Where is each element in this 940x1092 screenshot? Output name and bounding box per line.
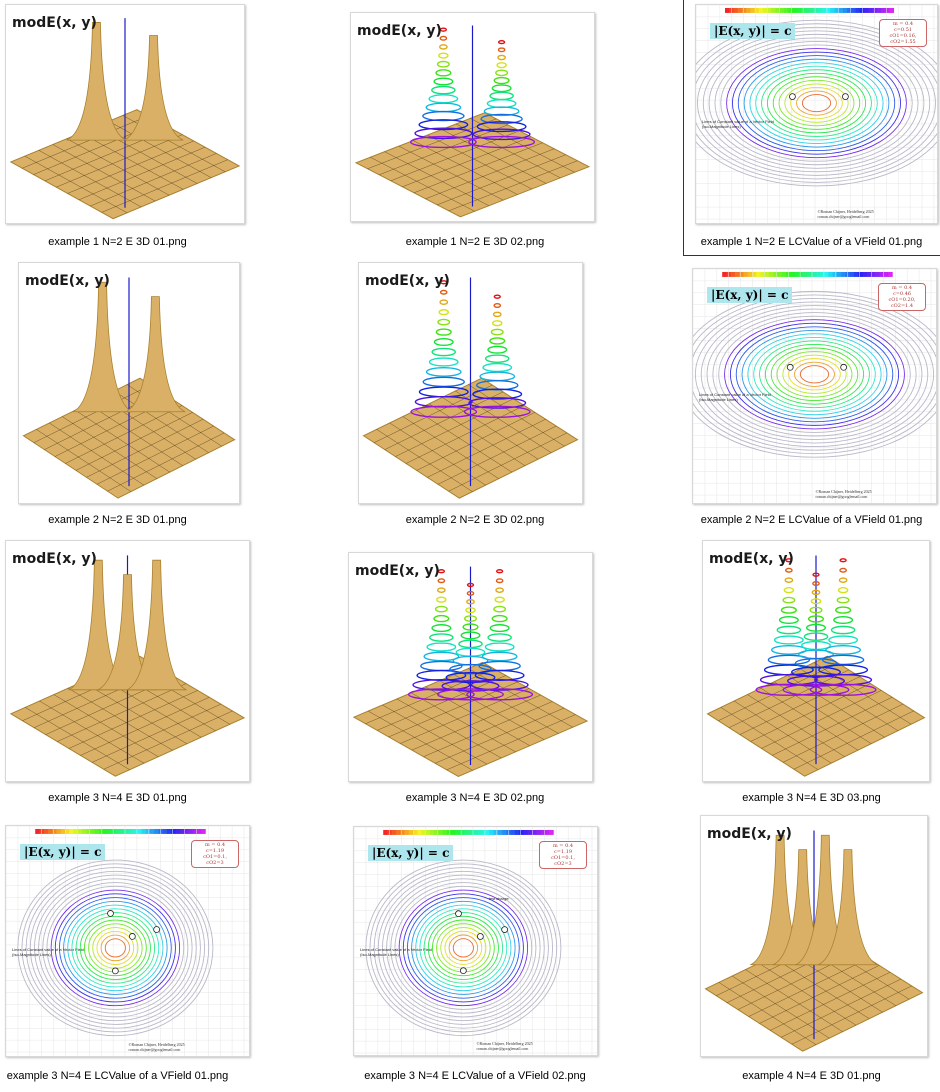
plot-title: modE(x, y) — [707, 826, 792, 842]
charge-marker — [786, 363, 794, 371]
surface-plot — [9, 555, 246, 777]
thumbnail-image[interactable]: modE(x, y) — [348, 552, 593, 782]
charge-marker — [111, 967, 119, 975]
parameter-c: c=1.19 cO1=0.1, cO2=3 — [551, 849, 575, 867]
charge-marker — [789, 93, 796, 100]
charge-marker — [459, 967, 467, 975]
lines-note: Lines of Constant value of a Vector Fiel… — [12, 946, 84, 957]
parameter-m: m = 0.4 — [891, 285, 913, 291]
surface-plot — [706, 555, 926, 777]
surface-peak — [123, 35, 184, 141]
surface-plot — [352, 566, 589, 777]
file-name-label[interactable]: example 3 N=4 E LCValue of a VField 01.p… — [6, 1070, 229, 1082]
surface-peak — [125, 296, 186, 413]
thumbnail-image[interactable]: |E(x, y)| = c m = 0.4 c=0.51 cO1=0.16, cO2… — [695, 4, 938, 224]
surface-plot — [354, 25, 591, 218]
plot-title: |E(x, y)| = c — [707, 287, 793, 303]
file-name-label[interactable]: example 2 N=2 E LCValue of a VField 01.p… — [700, 514, 923, 526]
file-name-label[interactable]: example 4 N=4 E 3D 01.png — [742, 1070, 881, 1082]
surface-peak — [126, 559, 187, 691]
parameter-c: c=0.51 cO1=0.16, cO2=1.55 — [889, 27, 917, 45]
file-name-label[interactable]: example 3 N=4 E 3D 03.png — [742, 792, 881, 804]
lines-note: Lines of Constant value of a Vector Fiel… — [360, 946, 432, 957]
plot-title: modE(x, y) — [365, 273, 450, 289]
parameter-box: m = 0.4 c=1.19 cO1=0.1, cO2=3 — [539, 841, 587, 869]
file-name-label[interactable]: example 1 N=2 E 3D 02.png — [405, 236, 545, 248]
parameter-box: m = 0.4 c=0.46 cO1=0.20, cO2=1.4 — [878, 283, 926, 311]
thumbnail-image[interactable]: |E(x, y)| = c m = 0.4 c=1.19 cO1=0.1, cO2=… — [5, 825, 250, 1057]
plot-title: modE(x, y) — [12, 15, 97, 31]
parameter-m: m = 0.4 — [892, 21, 914, 27]
parameter-c: c=0.46 cO1=0.20, cO2=1.4 — [888, 291, 916, 309]
plot-title: modE(x, y) — [355, 563, 440, 579]
file-name-label[interactable]: example 3 N=4 E 3D 02.png — [405, 792, 545, 804]
thumbnail-image[interactable]: modE(x, y) — [5, 4, 245, 224]
thumbnail-image[interactable]: modE(x, y) — [18, 262, 240, 504]
plot-title: |E(x, y)| = c — [20, 844, 106, 860]
surface-plot — [704, 830, 924, 1052]
contour-plot — [6, 826, 249, 1056]
thumbnail-image[interactable]: |E(x, y)| = c m = 0.4 c=1.19 cO1=0.1, cO2=… — [353, 826, 598, 1056]
file-name-label[interactable]: example 2 N=2 E 3D 02.png — [405, 514, 545, 526]
thumbnail-image[interactable]: |E(x, y)| = c m = 0.4 c=0.46 cO1=0.20, cO2… — [692, 268, 937, 504]
credit: ©Roman Chijner, Heidelberg 2025 roman.ch… — [815, 489, 872, 499]
surface-plot — [22, 277, 236, 499]
surface-peak — [818, 849, 878, 966]
credit: ©Roman Chijner, Heidelberg 2025 roman.ch… — [128, 1042, 185, 1052]
surface-peak — [66, 22, 127, 141]
thumbnail-image[interactable]: modE(x, y) — [700, 815, 928, 1057]
plot-title: modE(x, y) — [357, 23, 442, 39]
file-name-label[interactable]: example 1 N=2 E 3D 01.png — [48, 236, 187, 248]
contour-plot — [354, 827, 597, 1055]
lines-note: Lines of Constant value of a Vector Fiel… — [699, 391, 771, 402]
thumbnail-image[interactable]: modE(x, y) — [702, 540, 930, 782]
charge-marker — [128, 933, 136, 940]
test-charge-label: test charge — [488, 896, 509, 901]
charge-marker — [842, 93, 849, 100]
charge-marker — [501, 926, 509, 933]
plot-title: modE(x, y) — [12, 551, 97, 567]
charge-marker — [153, 926, 161, 933]
plot-title: modE(x, y) — [25, 273, 110, 289]
charge-marker — [476, 933, 484, 940]
plot-title: |E(x, y)| = c — [368, 845, 454, 861]
charge-marker — [107, 910, 114, 917]
credit: ©Roman Chijner, Heidelberg 2025 roman.ch… — [476, 1041, 533, 1051]
thumbnail-image[interactable]: modE(x, y) — [350, 12, 595, 222]
contour-plot — [693, 269, 936, 503]
file-name-label[interactable]: example 2 N=2 E 3D 01.png — [48, 514, 187, 526]
surface-plot — [9, 18, 241, 220]
thumbnail-image[interactable]: modE(x, y) — [5, 540, 250, 782]
surface-plot — [362, 277, 579, 499]
plot-title: |E(x, y)| = c — [710, 23, 796, 39]
parameter-c: c=1.19 cO1=0.1, cO2=3 — [203, 848, 227, 866]
contour-plot — [696, 5, 937, 223]
thumbnail-image[interactable]: modE(x, y) — [358, 262, 583, 504]
plot-title: modE(x, y) — [709, 551, 794, 567]
surface-peak — [72, 281, 133, 413]
file-name-label[interactable]: example 3 N=4 E 3D 01.png — [48, 792, 187, 804]
parameter-m: m = 0.4 — [204, 842, 226, 848]
credit: ©Roman Chijner, Heidelberg 2025 roman.ch… — [817, 209, 874, 219]
parameter-box: m = 0.4 c=0.51 cO1=0.16, cO2=1.55 — [879, 19, 927, 47]
file-name-label[interactable]: example 3 N=4 E LCValue of a VField 02.p… — [364, 1070, 586, 1082]
lines-note: Lines of Constant value of a Vector Fiel… — [702, 119, 774, 130]
file-name-label[interactable]: example 1 N=2 E LCValue of a VField 01.p… — [700, 236, 923, 248]
charge-marker — [455, 910, 462, 918]
parameter-m: m = 0.4 — [552, 843, 574, 849]
parameter-box: m = 0.4 c=1.19 cO1=0.1, cO2=3 — [191, 840, 239, 868]
charge-marker — [840, 363, 848, 371]
